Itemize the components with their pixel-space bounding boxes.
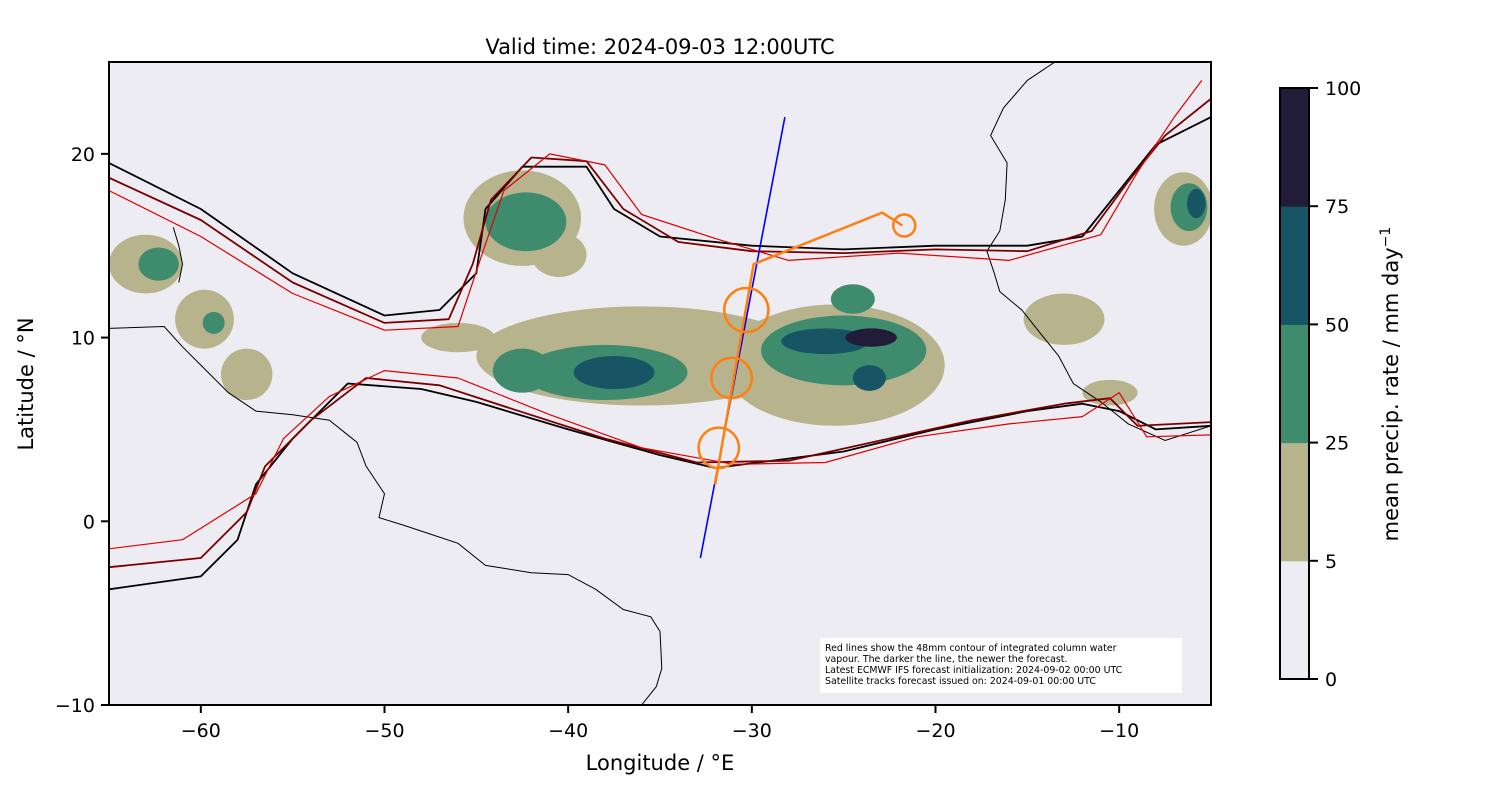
forecast-track	[713, 211, 904, 485]
x-tick-label: −40	[548, 720, 588, 742]
water-vapour-contour	[109, 116, 1211, 317]
colorbar-segment	[1280, 88, 1309, 207]
chart-title: Valid time: 2024-09-03 12:00UTC	[485, 35, 834, 59]
colorbar-segment	[1280, 324, 1309, 444]
water-vapour-contour	[109, 370, 1211, 550]
colorbar-tick-label: 0	[1325, 669, 1337, 691]
colorbar-segment	[1280, 560, 1309, 680]
annotation-box: Red lines show the 48mm contour of integ…	[820, 638, 1182, 693]
colorbar-segment	[1280, 206, 1309, 325]
track-circle	[710, 356, 754, 400]
precip-area	[202, 311, 225, 334]
x-tick-label: −30	[732, 720, 772, 742]
precip-area	[573, 355, 655, 390]
annotation-line: Red lines show the 48mm contour of integ…	[825, 643, 1117, 654]
precip-area	[138, 247, 179, 281]
x-tick-label: −10	[1099, 720, 1139, 742]
water-vapour-contour	[109, 382, 1211, 591]
y-axis-label: Latitude / °N	[14, 317, 38, 450]
x-tick-label: −50	[364, 720, 404, 742]
x-tick-label: −20	[915, 720, 955, 742]
colorbar-tick-label: 25	[1325, 433, 1349, 455]
colorbar-frame	[1279, 87, 1310, 680]
y-tick-label: 10	[71, 328, 95, 350]
annotation-line: Latest ECMWF IFS forecast initialization…	[825, 665, 1123, 676]
track-circle	[697, 426, 741, 470]
colorbar-tick-label: 75	[1325, 196, 1349, 218]
track-circle	[892, 213, 917, 238]
y-tick-label: 20	[71, 144, 95, 166]
colorbar-tick-label: 50	[1325, 314, 1349, 336]
colorbar-segment	[1280, 442, 1309, 562]
precip-area	[485, 192, 567, 252]
x-axis-label: Longitude / °E	[586, 751, 735, 775]
axes-frame	[108, 61, 1212, 706]
water-vapour-contour	[109, 377, 1211, 569]
water-vapour-contour	[109, 80, 1203, 331]
precip-area	[492, 348, 552, 393]
precip-area	[221, 348, 273, 401]
precip-area	[845, 328, 897, 347]
annotation-line: vapour. The darker the line, the newer t…	[825, 654, 1068, 665]
annotation-line: Satellite tracks forecast issued on: 202…	[825, 676, 1096, 687]
colorbar-tick-label: 100	[1325, 78, 1361, 100]
colorbar-tick-label: 5	[1325, 551, 1337, 573]
water-vapour-contour	[109, 97, 1211, 324]
y-tick-label: 0	[83, 511, 95, 533]
coastline-lesser-antilles	[172, 227, 184, 283]
colorbar-label: mean precip. rate / mm day−1	[1378, 227, 1403, 542]
satellite-track	[699, 116, 786, 559]
coastline-africa	[986, 62, 1211, 442]
colorbar: 0 5 25 50 75 100	[1279, 78, 1361, 691]
x-tick-label: −60	[181, 720, 221, 742]
precip-area	[852, 365, 886, 391]
precip-area	[1187, 188, 1206, 219]
precip-area	[1023, 293, 1105, 345]
precip-area	[421, 322, 495, 353]
coastline-south-america	[109, 325, 663, 705]
y-tick-label: −10	[55, 695, 95, 717]
precip-area	[1082, 379, 1138, 406]
axis-ticks: −60 −50 −40 −30 −20 −10 −10 0 10 20	[55, 144, 1139, 742]
map-layers	[109, 62, 1211, 705]
track-circle	[723, 286, 770, 334]
precip-area	[830, 284, 875, 314]
